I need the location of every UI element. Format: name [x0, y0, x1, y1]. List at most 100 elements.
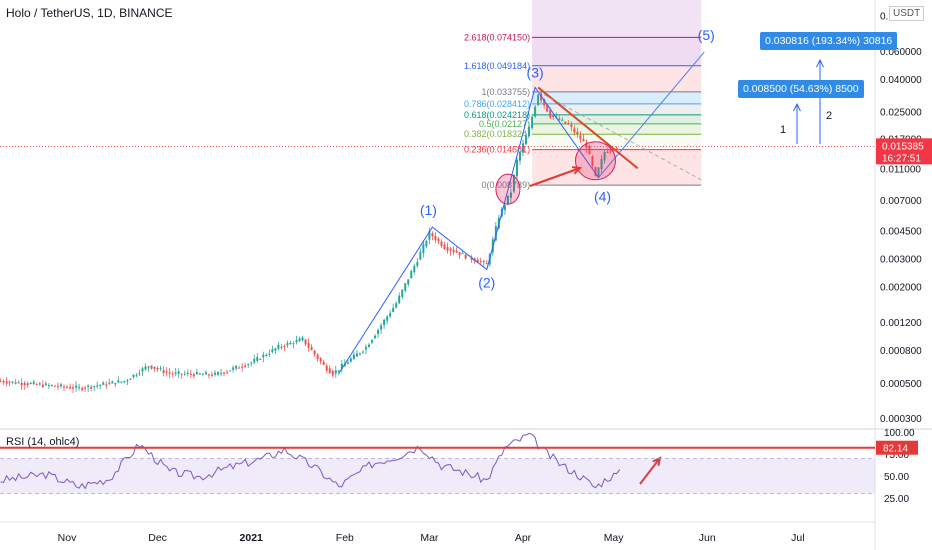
candle-body	[455, 250, 458, 253]
candle-body	[241, 366, 244, 368]
candle-body	[210, 374, 213, 376]
candle-body	[431, 233, 434, 237]
candle-body	[23, 383, 26, 386]
candle-body	[361, 351, 364, 353]
candle-body	[268, 353, 271, 355]
candle-body	[407, 279, 410, 285]
candle-body	[304, 339, 307, 345]
candle-body	[404, 283, 407, 291]
candle-body	[528, 126, 531, 137]
fib-level-label: 0.382(0.018324)	[464, 129, 530, 139]
candle-body	[570, 124, 573, 127]
time-tick-label: Apr	[515, 532, 532, 544]
candle-body	[322, 361, 325, 365]
candle-body	[512, 174, 515, 192]
last-price-tag	[876, 138, 932, 165]
candle-body	[29, 383, 32, 385]
candle-body	[126, 380, 129, 382]
wave-label: (4)	[594, 189, 611, 205]
candle-body	[280, 346, 283, 348]
fib-level-label: 0(0.008789)	[482, 180, 531, 190]
candle-body	[232, 367, 235, 370]
candle-body	[585, 142, 588, 148]
candle-body	[90, 386, 93, 389]
candle-body	[259, 359, 262, 361]
candle-body	[156, 367, 159, 370]
fib-level-label: 1.618(0.049184)	[464, 61, 530, 71]
downtrend-line	[537, 86, 639, 170]
candle-body	[603, 152, 606, 161]
candle-body	[20, 382, 23, 386]
candle-body	[256, 356, 259, 361]
candle-body	[11, 381, 14, 383]
candle-body	[238, 367, 241, 369]
candle-body	[108, 382, 111, 384]
candle-body	[546, 104, 549, 112]
candle-body	[597, 167, 600, 178]
candle-body	[159, 368, 162, 370]
candle-body	[389, 313, 392, 317]
candle-body	[579, 135, 582, 140]
candle-body	[162, 370, 165, 374]
candle-body	[229, 370, 232, 372]
candle-body	[72, 387, 75, 389]
price-candles	[0, 92, 618, 393]
candle-body	[346, 362, 349, 364]
candle-body	[549, 110, 552, 118]
candle-body	[174, 372, 177, 374]
candle-body	[461, 253, 464, 255]
candle-body	[606, 151, 609, 153]
candle-body	[410, 271, 413, 279]
candle-body	[32, 381, 35, 384]
candle-body	[283, 346, 286, 348]
candle-body	[153, 366, 156, 369]
price-axis-strip	[875, 0, 932, 550]
candle-body	[201, 374, 204, 376]
candle-body	[552, 115, 555, 118]
price-tick-label: 0.000300	[880, 414, 922, 425]
candle-body	[515, 159, 518, 177]
candle-body	[395, 303, 398, 308]
wave-label: (2)	[478, 275, 495, 291]
candle-body	[286, 342, 289, 346]
time-tick-label: Jul	[791, 532, 804, 544]
candle-body	[265, 354, 268, 356]
candle-body	[289, 342, 292, 345]
rsi-tick-label: 25.00	[884, 494, 909, 505]
arrow-head-icon	[793, 102, 801, 112]
candle-body	[62, 386, 65, 388]
time-tick-label: Nov	[58, 532, 77, 544]
candle-body	[8, 381, 11, 383]
candle-body	[458, 252, 461, 256]
candle-body	[47, 384, 50, 386]
candle-body	[425, 241, 428, 247]
candle-body	[192, 374, 195, 377]
currency-badge[interactable]: USDT	[889, 6, 925, 21]
candle-body	[271, 349, 274, 353]
fib-level-label: 0.618(0.024218)	[464, 110, 530, 120]
candle-body	[250, 362, 253, 364]
candle-body	[525, 135, 528, 145]
candle-body	[440, 241, 443, 247]
candle-body	[567, 123, 570, 125]
arrow-icon	[639, 457, 661, 485]
candle-body	[301, 337, 304, 341]
candle-body	[150, 365, 153, 369]
candle-body	[69, 387, 72, 389]
candle-body	[111, 381, 114, 384]
candle-body	[274, 348, 277, 351]
candle-body	[337, 370, 340, 372]
fib-zone	[532, 103, 702, 115]
candle-body	[66, 386, 68, 388]
candle-body	[380, 325, 383, 330]
candle-body	[189, 374, 192, 376]
candle-body	[17, 382, 20, 384]
candle-body	[5, 381, 8, 384]
candle-body	[419, 252, 422, 260]
candle-body	[482, 261, 485, 263]
candle-body	[437, 238, 440, 242]
fib-level-label: 0.5(0.02127)	[479, 119, 530, 129]
candle-body	[310, 346, 313, 351]
candle-body	[35, 384, 38, 386]
